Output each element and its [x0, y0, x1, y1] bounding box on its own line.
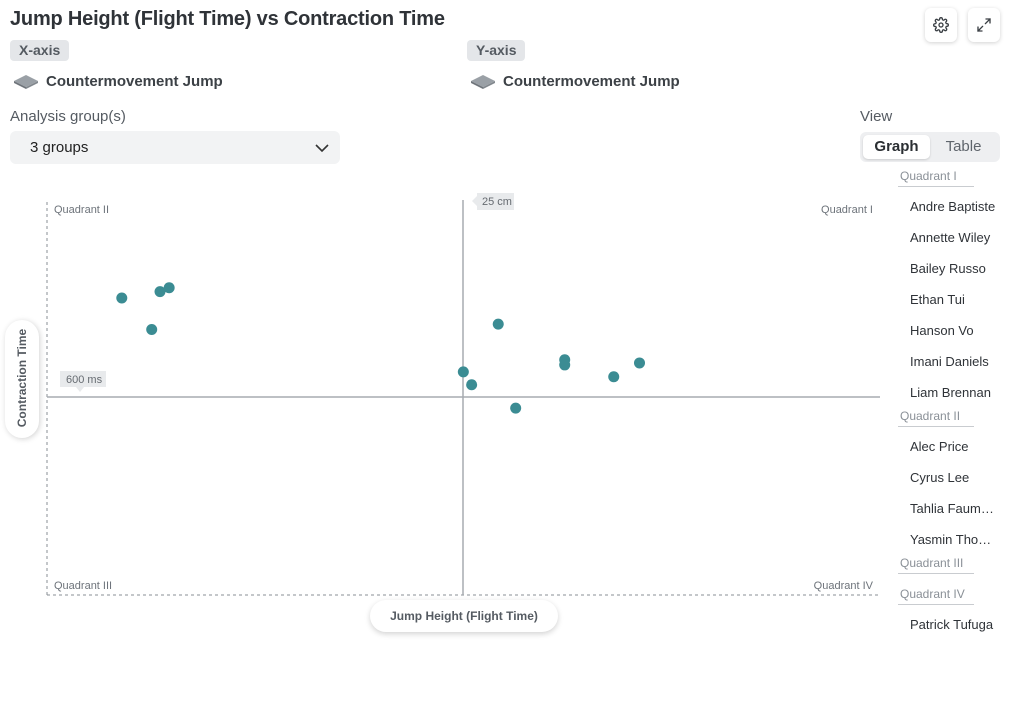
data-point[interactable] — [559, 359, 571, 371]
data-point[interactable] — [154, 286, 166, 298]
view-label: View — [860, 108, 893, 125]
expand-button[interactable] — [968, 8, 1000, 42]
legend-group-spacer — [898, 578, 1008, 586]
legend-group-heading: Quadrant I — [898, 168, 974, 187]
analysis-groups-value: 3 groups — [30, 139, 89, 156]
legend-athlete-item[interactable]: Imani Daniels — [910, 354, 989, 369]
legend-athlete-item[interactable]: Patrick Tufuga — [910, 617, 994, 632]
x-axis-metric-label: Countermovement Jump — [46, 72, 223, 90]
view-graph-tab[interactable]: Graph — [863, 135, 930, 159]
quadrant-ii-label: Quadrant II — [54, 204, 109, 216]
legend-athlete-item[interactable]: Tahlia Faumui... — [910, 501, 998, 516]
data-point[interactable] — [163, 282, 175, 294]
legend-athlete-item[interactable]: Bailey Russo — [910, 261, 986, 276]
legend-athlete-item[interactable]: Annette Wiley — [910, 230, 991, 245]
data-point[interactable] — [146, 323, 158, 335]
quadrant-iv-label: Quadrant IV — [814, 580, 874, 592]
legend-group-heading: Quadrant II — [898, 408, 974, 427]
y-axis-label-pill — [5, 320, 39, 438]
chevron-down-icon — [315, 143, 329, 152]
quadrant-i-label: Quadrant I — [821, 204, 873, 216]
data-point[interactable] — [634, 357, 646, 369]
x-axis-metric: Countermovement Jump — [12, 72, 223, 90]
data-points — [116, 282, 646, 414]
legend-athlete-item[interactable]: Alec Price — [910, 439, 969, 454]
legend-athlete-item[interactable]: Cyrus Lee — [910, 470, 970, 485]
quadrant-legend: Quadrant I Andre Baptiste Annette Wiley Bai… — [898, 168, 1008, 640]
legend-group-heading: Quadrant III — [898, 555, 974, 574]
quadrant-iii-label: Quadrant III — [54, 580, 112, 592]
x-axis-tag: X-axis — [10, 40, 70, 61]
x-reference-value: 25 cm — [482, 196, 512, 208]
legend-athlete-item[interactable]: Liam Brennan — [910, 385, 991, 400]
x-reference-tag: 25 cm — [472, 193, 514, 210]
scatter-plot: Quadrant II Quadrant I Quadrant III Quad… — [46, 193, 880, 596]
y-reference-value: 600 ms — [66, 374, 103, 386]
legend-group-heading: Quadrant IV — [898, 586, 974, 605]
force-plate-icon — [14, 75, 38, 89]
expand-icon — [977, 18, 991, 32]
settings-button[interactable] — [925, 8, 957, 42]
y-axis-label: Contraction Time — [15, 328, 29, 428]
data-point[interactable] — [457, 366, 469, 378]
legend-athlete-item[interactable]: Ethan Tui — [910, 292, 965, 307]
data-point[interactable] — [116, 292, 128, 304]
data-point[interactable] — [510, 402, 522, 414]
scatter-chart: Quadrant II Quadrant I Quadrant III Quad… — [0, 170, 890, 650]
data-point[interactable] — [492, 318, 504, 330]
page-title: Jump Height (Flight Time) vs Contraction… — [10, 8, 445, 30]
data-point[interactable] — [466, 379, 478, 391]
gear-icon — [933, 17, 949, 33]
y-axis-metric-label: Countermovement Jump — [503, 72, 680, 90]
view-table-tab[interactable]: Table — [945, 138, 982, 155]
view-toggle: Graph Table — [860, 132, 1000, 162]
legend-athlete-item[interactable]: Hanson Vo — [910, 323, 974, 338]
data-point[interactable] — [608, 371, 620, 383]
x-axis-label: Jump Height (Flight Time) — [370, 600, 558, 632]
force-plate-icon — [471, 75, 495, 89]
analysis-groups-select[interactable]: 3 groups — [10, 131, 340, 164]
y-axis-tag: Y-axis — [467, 40, 526, 61]
y-axis-metric: Countermovement Jump — [469, 72, 680, 90]
analysis-groups-label: Analysis group(s) — [10, 108, 126, 125]
legend-athlete-item[interactable]: Andre Baptiste — [910, 199, 996, 214]
y-reference-tag: 600 ms — [60, 371, 106, 392]
legend-athlete-item[interactable]: Yasmin Thom... — [910, 532, 998, 547]
